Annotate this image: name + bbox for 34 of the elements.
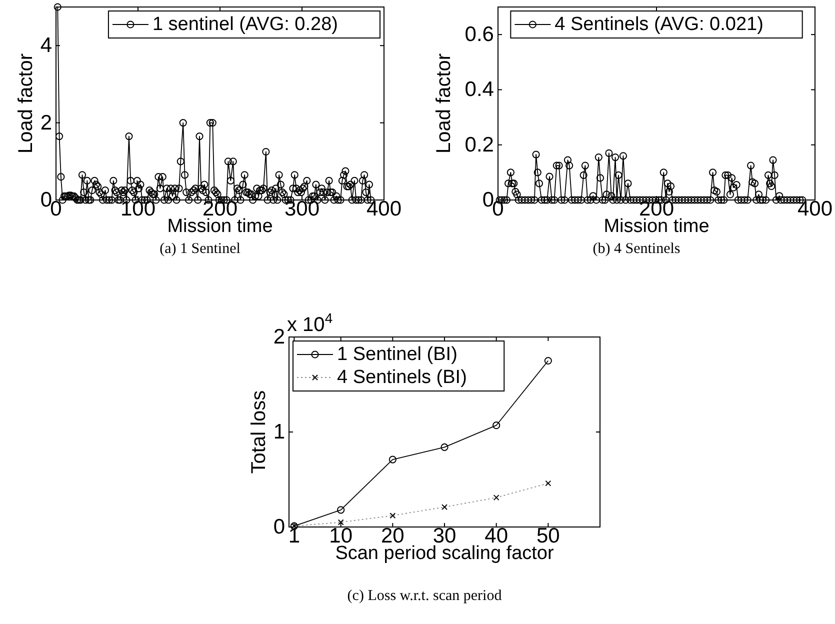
x-tick-label: 400 [366,197,402,220]
y-tick-label: 2 [40,111,52,134]
text: (c) Loss w.r.t. scan period [347,588,502,604]
y-axis-title: Load factor [15,53,37,154]
point [440,443,448,451]
point [337,506,345,514]
point [545,480,552,486]
y-axis-title: Total loss [248,390,270,474]
point [388,456,396,464]
y-tick-label: 4 [40,34,52,58]
text: (b) 4 Sentinels [592,241,680,257]
legend-label: 1 sentinel (AVG: 0.28) [152,14,338,35]
y-tick-label: 0.6 [464,23,494,46]
x-axis-title: Mission time [604,216,710,237]
y-tick-label: 1 [273,420,285,444]
point [493,494,500,501]
point [338,519,344,526]
point [390,512,396,519]
point [544,356,552,365]
x-tick-label: 1 [288,524,300,548]
x-tick-label: 400 [797,197,833,220]
x-axis-title: Mission time [167,216,273,237]
text: (a) 1 Sentinel [160,241,240,257]
legend-label: 4 Sentinels (AVG: 0.021) [554,14,764,35]
legend-label: 1 Sentinel (BI) [337,344,458,365]
point [492,422,500,430]
y-tick-label: 2 [273,326,285,348]
y-axis-title: Load factor [433,53,455,154]
x-tick-label: 100 [120,197,156,220]
y-tick-label: 0.2 [464,133,494,156]
y-tick-label: 0.4 [464,78,494,102]
legend-label: 4 Sentinels (BI) [337,367,467,388]
text: x 10$^{4}$ [287,310,333,336]
point [442,504,448,510]
